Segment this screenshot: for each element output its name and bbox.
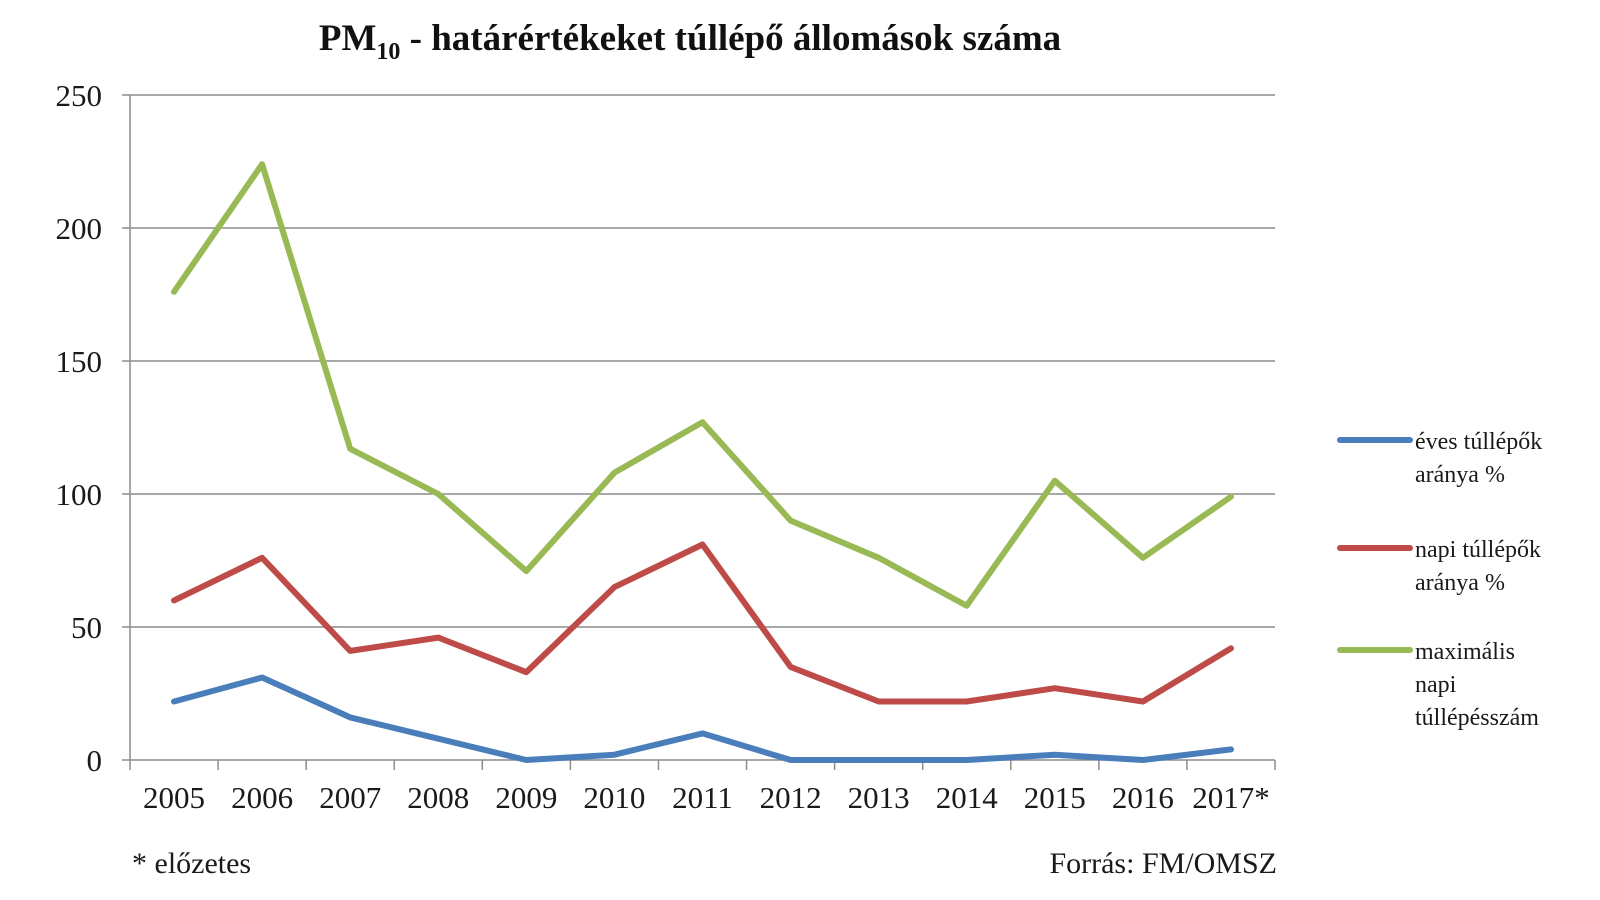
y-tick-label: 100 (56, 477, 103, 512)
legend-label-2: napi túllépők (1415, 537, 1541, 563)
legend-label-1: aránya % (1415, 462, 1505, 488)
x-tick-label: 2012 (760, 780, 822, 815)
series-lines (171, 161, 1234, 763)
x-tick-label: 2011 (672, 780, 733, 815)
legend-label-2: aránya % (1415, 570, 1505, 596)
chart-title-main: PM (319, 18, 377, 59)
x-tick-label: 2017* (1192, 780, 1270, 815)
x-tick-label: 2015 (1024, 780, 1086, 815)
legend-label-3: maximális (1415, 639, 1515, 665)
chart-title-subscript: 10 (376, 39, 400, 65)
source-note: Forrás: FM/OMSZ (1049, 847, 1277, 880)
x-tick-label: 2013 (848, 780, 910, 815)
x-tick-label: 2008 (407, 780, 469, 815)
y-tick-label: 250 (56, 78, 103, 113)
x-tick-label: 2010 (583, 780, 645, 815)
series-line-3 (171, 161, 1234, 609)
y-tick-label: 50 (71, 610, 102, 645)
legend-label-3: túllépésszám (1415, 705, 1539, 731)
x-tick-label: 2005 (143, 780, 205, 815)
footnote: * előzetes (132, 847, 251, 880)
legend-label-1: éves túllépők (1415, 429, 1542, 455)
x-tick-label: 2006 (231, 780, 293, 815)
series-line-2 (171, 541, 1234, 705)
y-tick-label: 200 (56, 211, 103, 246)
axes: 0 50 100 150 200 250 2005 2006 2007 2008 2009 2010 2… (56, 78, 1276, 815)
legend: éves túllépők aránya % napi túllépők aránya… (1337, 429, 1542, 731)
y-tick-label: 150 (56, 344, 103, 379)
chart-title-rest: - határértékeket túllépő állomások száma (400, 18, 1061, 59)
y-tick-label: 0 (87, 743, 103, 778)
x-tick-label: 2016 (1112, 780, 1174, 815)
series-line-1 (171, 674, 1234, 763)
x-tick-label: 2007 (319, 780, 381, 815)
x-tick-label: 2014 (936, 780, 999, 815)
chart-title: PM10 - határértékeket túllépő állomások … (319, 18, 1061, 65)
x-tick-label: 2009 (495, 780, 557, 815)
legend-label-3: napi (1415, 672, 1457, 698)
